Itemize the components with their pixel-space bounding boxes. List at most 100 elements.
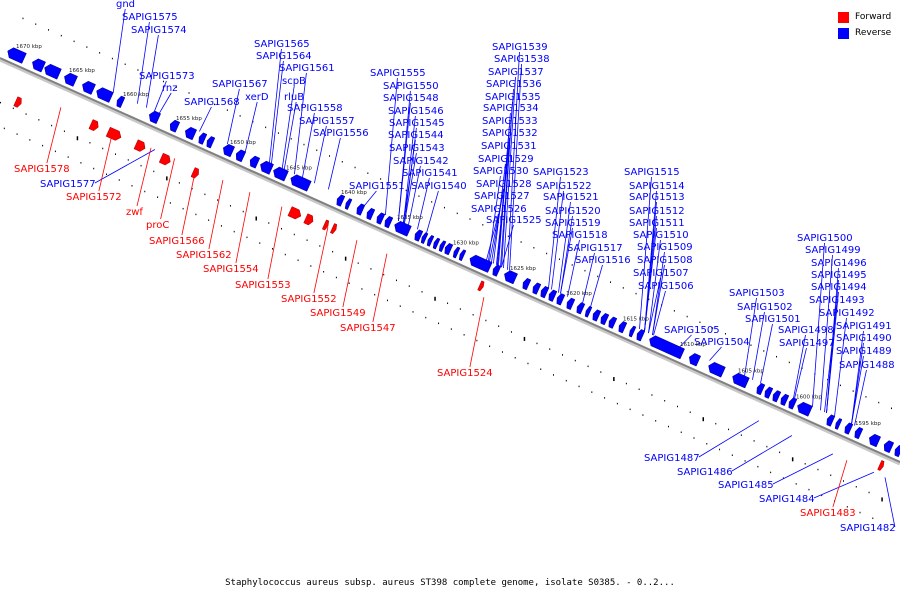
ruler-dot <box>105 173 107 176</box>
leader-line <box>404 152 417 224</box>
reverse-gene <box>432 237 441 250</box>
ruler-dot <box>664 399 666 402</box>
gene-label-sapig1498: SAPIG1498 <box>778 325 834 336</box>
gene-label-sapig1565: SAPIG1565 <box>254 39 310 50</box>
leader-line <box>364 190 377 206</box>
gene-label-sapig1490: SAPIG1490 <box>836 333 892 344</box>
ruler-dot <box>153 170 155 173</box>
reverse-gene <box>584 305 593 318</box>
ruler-dot <box>827 378 829 381</box>
gene-label-sapig1486: SAPIG1486 <box>677 467 733 478</box>
ruler-dot <box>686 315 688 318</box>
ruler-dot <box>616 402 618 405</box>
gene-label-sapig1568: SAPIG1568 <box>184 97 240 108</box>
gene-label-sapig1533: SAPIG1533 <box>482 116 538 127</box>
ruler-dot <box>76 136 79 141</box>
gene-label-sapig1528: SAPIG1528 <box>476 179 532 190</box>
leader-line <box>501 224 514 268</box>
ruler-dot <box>434 296 436 301</box>
ruler-dot <box>405 189 407 192</box>
leader-line <box>824 304 837 413</box>
leader-line <box>760 323 773 384</box>
gene-label-sapig1517: SAPIG1517 <box>567 243 623 254</box>
ruler-dot <box>565 379 567 382</box>
reverse-swatch <box>838 27 849 39</box>
ruler-dot <box>220 225 222 227</box>
ruler-dot <box>673 310 675 312</box>
ruler-dot <box>438 322 440 325</box>
ruler-dot <box>533 247 535 249</box>
ruler-dot <box>284 253 286 256</box>
ruler-dot <box>625 382 627 385</box>
leader-line <box>46 107 62 164</box>
gene-label-sapig1507: SAPIG1507 <box>633 268 689 279</box>
ruler-dot <box>35 23 37 25</box>
gene-label-proc: proC <box>146 220 169 231</box>
reverse-gene <box>732 372 750 389</box>
ruler-dot <box>131 185 133 187</box>
ruler-dot <box>395 279 397 282</box>
ruler-dot <box>293 233 295 236</box>
gene-label-sapig1516: SAPIG1516 <box>575 255 631 266</box>
forward-gene <box>321 219 330 231</box>
ruler-dot <box>498 325 500 327</box>
ruler-dot <box>808 488 810 491</box>
reverse-gene <box>780 393 790 407</box>
gene-label-sapig1550: SAPIG1550 <box>383 81 439 92</box>
leader-line <box>582 252 595 304</box>
gene-label-sapig1532: SAPIG1532 <box>482 128 538 139</box>
gene-label-sapig1553: SAPIG1553 <box>235 280 291 291</box>
gene-label-sapig1505: SAPIG1505 <box>664 325 720 336</box>
ruler-dot <box>323 270 325 273</box>
ruler-dot <box>737 338 739 341</box>
leader-line <box>283 101 297 170</box>
leader-line <box>302 112 315 178</box>
ruler-dot <box>329 155 331 157</box>
gene-label-sapig1499: SAPIG1499 <box>805 245 861 256</box>
ruler-dot <box>431 201 433 203</box>
leader-line <box>98 130 114 192</box>
reverse-gene <box>844 422 854 435</box>
ruler-dot <box>791 457 794 462</box>
position-label: 1620 kbp <box>566 291 592 297</box>
position-label: 1670 kbp <box>16 44 42 50</box>
backbone <box>0 57 900 466</box>
ruler-dot <box>527 362 529 365</box>
gene-features <box>7 47 900 471</box>
reverse-gene <box>249 155 261 169</box>
leader-line <box>267 206 283 280</box>
ruler-dot <box>357 262 359 264</box>
ruler-dot <box>93 167 95 170</box>
leader-line <box>408 165 421 226</box>
ruler-dot <box>740 434 742 436</box>
reverse-gene <box>235 149 247 163</box>
leader-line <box>235 192 251 264</box>
legend-forward: Forward <box>838 9 891 25</box>
ruler-dot <box>102 147 104 150</box>
gene-label-rnz: rnz <box>162 83 178 94</box>
leader-line <box>486 213 499 261</box>
reverse-gene <box>592 309 602 322</box>
ruler-dot <box>354 166 356 169</box>
ruler-dot <box>277 132 279 134</box>
reverse-gene <box>206 136 216 149</box>
ruler-dot <box>178 182 180 184</box>
leader-line <box>489 200 502 262</box>
ruler-dot <box>635 292 637 295</box>
gene-label-sapig1540: SAPIG1540 <box>411 181 467 192</box>
leader-line <box>154 80 167 112</box>
leader-line <box>403 115 416 224</box>
leader-line <box>558 201 571 293</box>
legend: Forward Reverse <box>838 9 891 41</box>
leader-line <box>590 264 603 308</box>
ruler-dot <box>290 138 292 140</box>
ruler-dot <box>600 371 602 373</box>
gene-label-sapig1504: SAPIG1504 <box>694 337 750 348</box>
gene-label-sapig1496: SAPIG1496 <box>811 258 867 269</box>
ruler-dot <box>344 256 347 261</box>
ruler-dot <box>667 425 669 428</box>
reverse-gene <box>376 212 386 225</box>
forward-gene <box>303 213 314 226</box>
